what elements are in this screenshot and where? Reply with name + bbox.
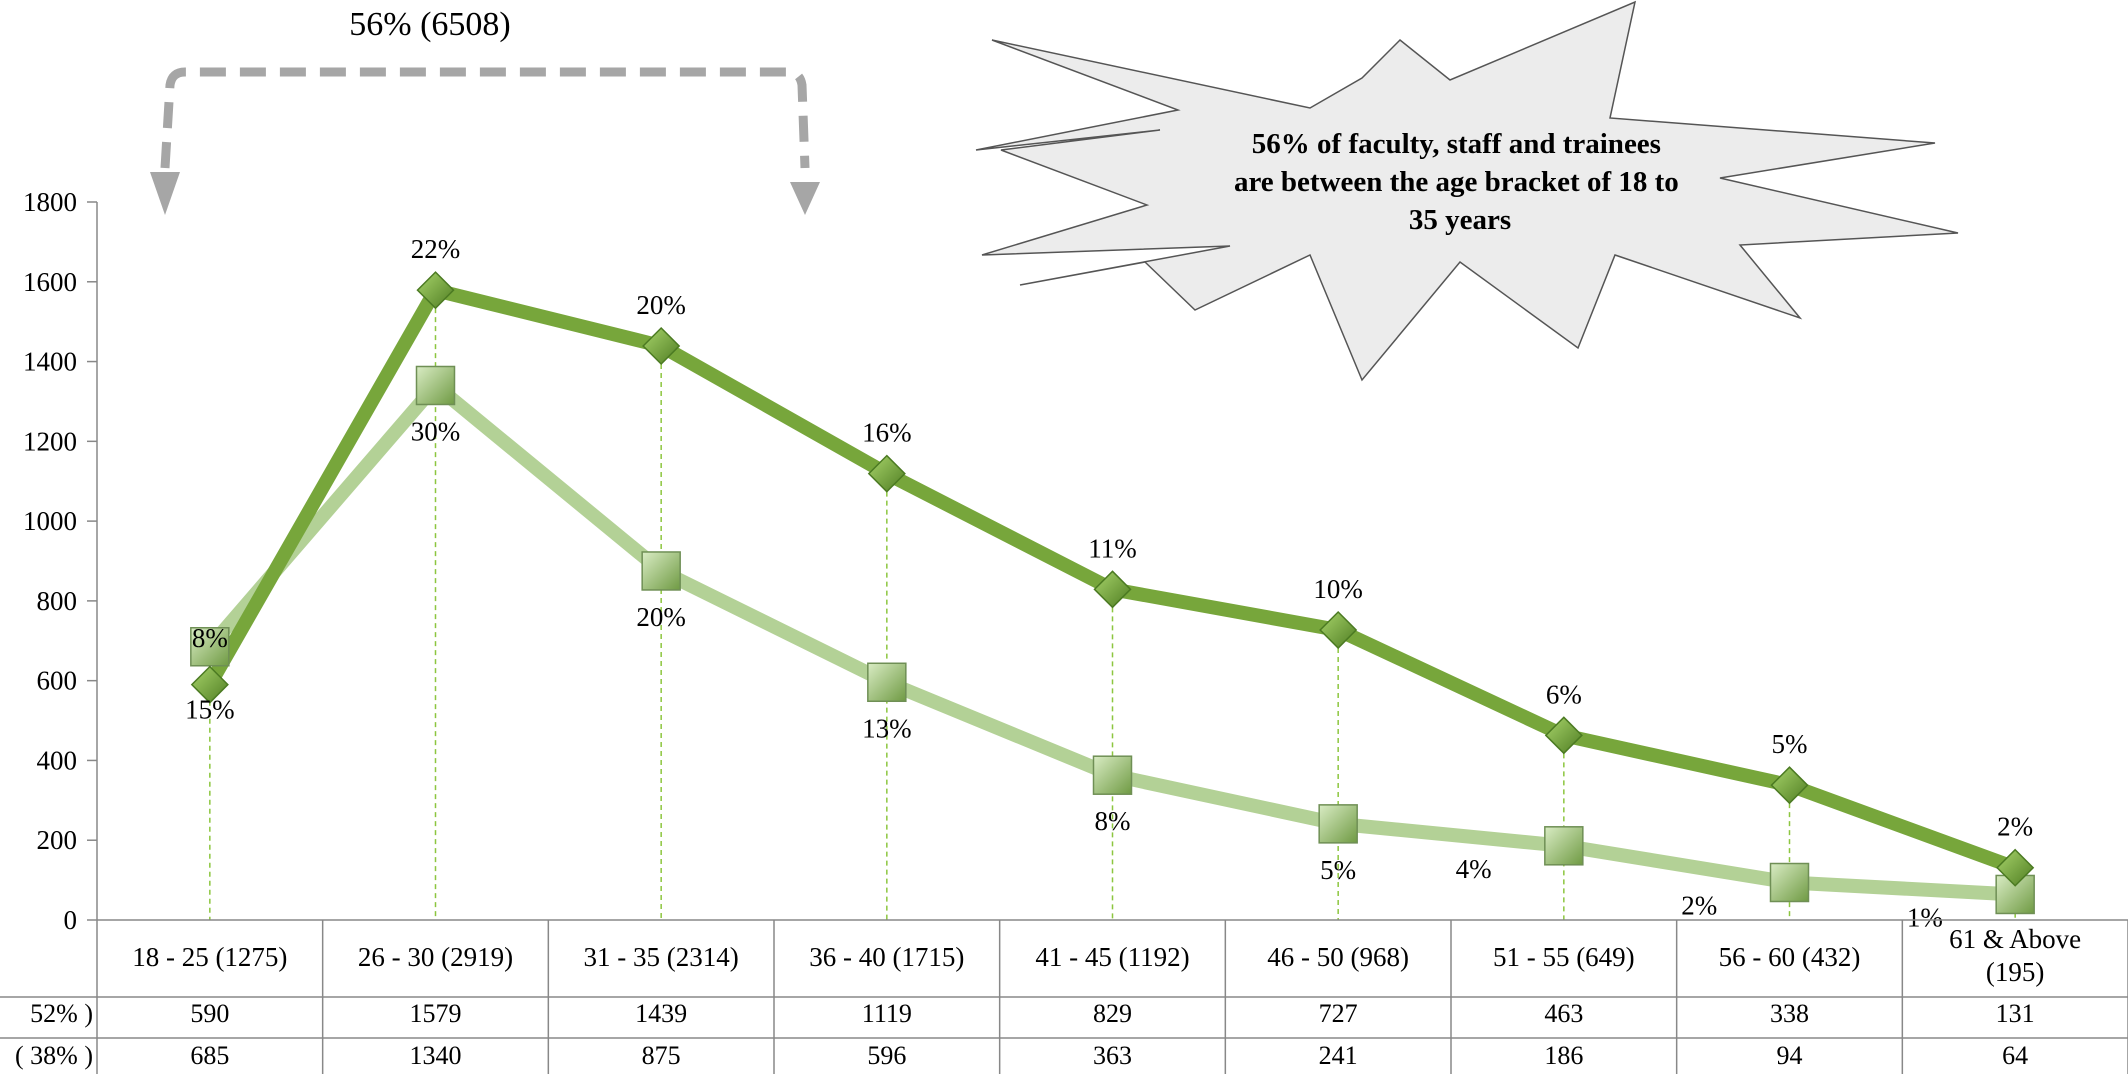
diamond-marker <box>190 665 229 704</box>
light-series-label: 8% <box>1095 806 1131 836</box>
square-marker <box>1318 804 1358 844</box>
diamond-marker <box>1093 570 1132 609</box>
category-label: 51 - 55 (649) <box>1493 942 1635 972</box>
square-marker <box>1092 755 1133 795</box>
dark-series-label: 2% <box>1997 812 2033 842</box>
data-labels: 15% 22% 20% 16% 11% 10% 6% 5% 2% 8% 30% 20% 13% 8% 5% 4… <box>185 234 2033 932</box>
callout-starburst <box>975 0 1959 382</box>
drop-lines <box>209 290 2016 920</box>
dark-series-label: 5% <box>1772 729 1808 759</box>
table-cell-value: 1340 <box>410 1041 462 1070</box>
callout-line-2: are between the age bracket of 18 to <box>1234 166 1679 198</box>
dark-series-label: 20% <box>636 290 686 320</box>
callout: 56% of faculty, staff and trainees are b… <box>975 0 1959 382</box>
dark-series-label: 10% <box>1313 574 1363 604</box>
bracket-annotation: 56% (6508) <box>150 6 820 215</box>
dark-series-label: 22% <box>411 234 461 264</box>
table-cell-value: 875 <box>642 1041 681 1070</box>
callout-line-1: 56% of faculty, staff and trainees <box>1252 128 1661 160</box>
category-label: 46 - 50 (968) <box>1267 942 1409 972</box>
table-cell-value: 363 <box>1093 1041 1132 1070</box>
light-series-label: 8% <box>192 623 228 653</box>
category-label: 36 - 40 (1715) <box>809 942 964 972</box>
bracket-line <box>160 67 810 169</box>
category-label: 18 - 25 (1275) <box>132 942 287 972</box>
light-series-label: 5% <box>1320 855 1356 885</box>
bracket-arrow-right-icon <box>790 182 820 215</box>
y-tick-label: 800 <box>37 586 78 616</box>
dark-series-label: 16% <box>862 418 912 448</box>
category-label: 56 - 60 (432) <box>1719 942 1861 972</box>
table-cell-value: 727 <box>1319 999 1358 1028</box>
light-series-label: 2% <box>1681 891 1717 921</box>
square-marker <box>190 627 230 667</box>
y-tick-label: 1200 <box>23 426 77 456</box>
bracket-label: 56% (6508) <box>349 6 510 43</box>
square-marker <box>1544 826 1584 866</box>
y-tick-label: 0 <box>64 905 78 935</box>
dark-series-label: 6% <box>1546 679 1582 709</box>
light-series-label: 30% <box>411 416 461 446</box>
category-label: 61 & Above (195) <box>1949 924 2081 987</box>
y-tick-label: 400 <box>37 745 78 775</box>
square-marker <box>867 662 907 703</box>
light-series-label: 4% <box>1456 854 1492 884</box>
table-cell-value: 1119 <box>862 999 912 1028</box>
category-label: 26 - 30 (2919) <box>358 942 513 972</box>
square-marker <box>415 365 456 406</box>
y-axis-ticks: 0 200 400 600 800 1000 1200 1400 1600 1800 <box>23 187 97 935</box>
square-marker <box>641 551 681 591</box>
table-cell-value: 1579 <box>410 999 462 1028</box>
table-cell-value: 94 <box>1777 1041 1803 1070</box>
table-cell-value: 685 <box>190 1041 229 1070</box>
diamond-marker <box>867 454 906 493</box>
table-cell-value: 64 <box>2002 1041 2028 1070</box>
table-cell-value: 186 <box>1544 1041 1583 1070</box>
row-label-series-1: 52% ) <box>30 999 93 1028</box>
light-series-label: 13% <box>862 713 912 743</box>
table-cell-value: 1439 <box>635 999 687 1028</box>
square-marker <box>1995 874 2035 915</box>
y-tick-label: 200 <box>37 825 78 855</box>
category-label: 31 - 35 (2314) <box>584 942 739 972</box>
light-series-label: 20% <box>636 602 686 632</box>
diamond-marker <box>416 271 455 310</box>
table-cell-value: 241 <box>1319 1041 1358 1070</box>
callout-line-3: 35 years <box>1409 204 1511 236</box>
diamond-marker <box>1544 716 1583 755</box>
diamond-marker <box>1770 766 1809 805</box>
table-cell-value: 590 <box>190 999 229 1028</box>
table-cell-value: 463 <box>1544 999 1583 1028</box>
dark-series-label: 11% <box>1088 533 1137 563</box>
y-tick-label: 1000 <box>23 506 77 536</box>
callout-text: 56% of faculty, staff and trainees are b… <box>1234 128 1686 236</box>
square-marker <box>1769 862 1810 903</box>
table-cell-value: 131 <box>1996 999 2035 1028</box>
table-cell-value: 596 <box>867 1041 906 1070</box>
diamond-marker <box>1996 848 2035 887</box>
category-label: 41 - 45 (1192) <box>1035 942 1189 972</box>
y-tick-label: 1800 <box>23 187 77 217</box>
data-table: 18 - 25 (1275) 26 - 30 (2919) 31 - 35 (231… <box>0 919 2128 1074</box>
light-series-label: 1% <box>1907 902 1943 932</box>
markers <box>190 271 2035 915</box>
y-tick-label: 600 <box>37 666 78 696</box>
row-label-series-2: ( 38% ) <box>15 1041 93 1070</box>
diamond-marker <box>1319 610 1358 650</box>
y-tick-label: 1600 <box>23 267 77 297</box>
table-cell-value: 338 <box>1770 999 1809 1028</box>
table-cell-value: 829 <box>1093 999 1132 1028</box>
diamond-marker <box>642 326 681 366</box>
dark-series-label: 15% <box>185 695 235 725</box>
bracket-arrow-left-icon <box>150 172 180 215</box>
y-tick-label: 1400 <box>23 347 77 377</box>
